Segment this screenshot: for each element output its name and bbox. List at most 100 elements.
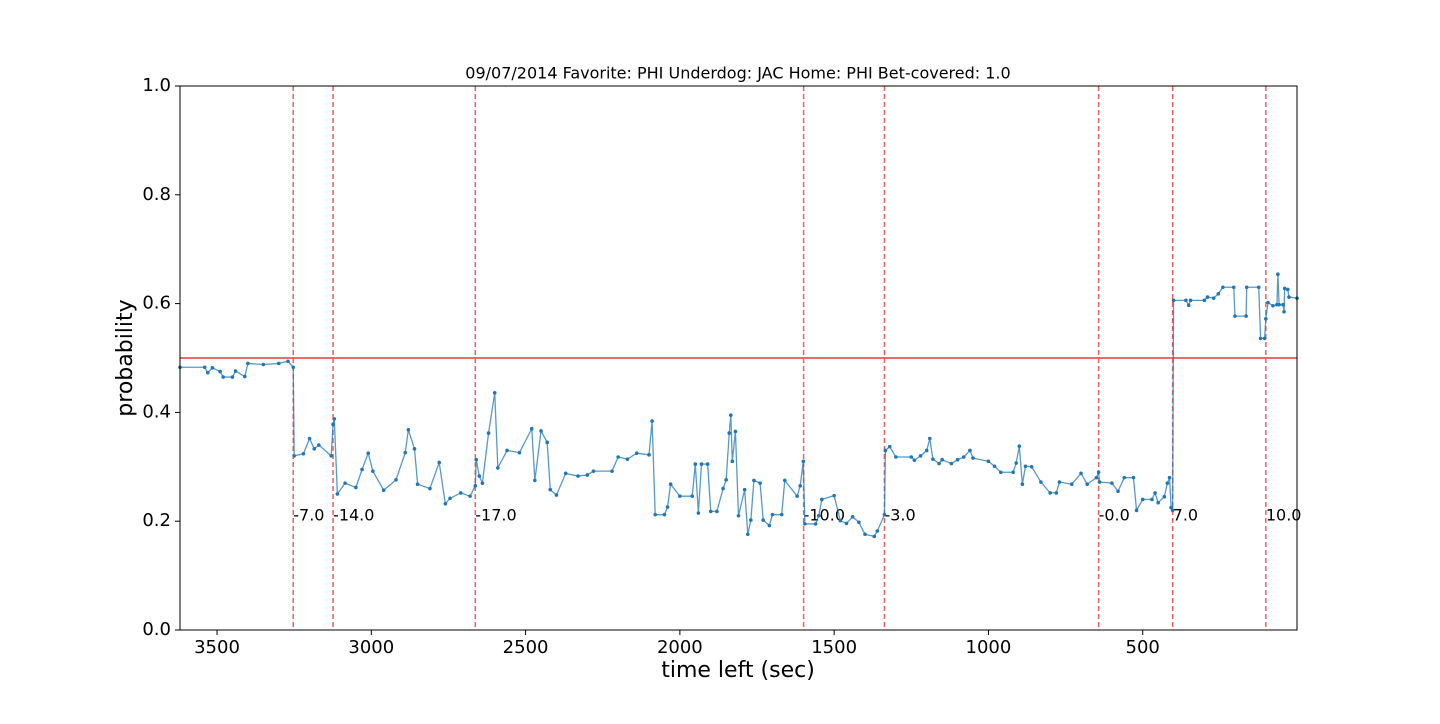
data-point — [202, 365, 207, 370]
data-point — [261, 362, 266, 367]
event-label: -10.0 — [804, 506, 845, 525]
data-point — [1271, 303, 1275, 308]
data-point — [1153, 491, 1157, 495]
chart-title: 09/07/2014 Favorite: PHI Underdog: JAC H… — [465, 64, 1010, 83]
data-point — [343, 481, 347, 485]
data-point — [1282, 286, 1287, 291]
data-point — [699, 462, 704, 466]
event-label: -14.0 — [333, 506, 374, 525]
data-point — [634, 451, 639, 456]
y-tick-label: 0.2 — [142, 510, 171, 531]
data-point — [1167, 475, 1172, 480]
data-point — [1097, 480, 1102, 484]
data-point — [291, 365, 296, 370]
x-tick-label: 1000 — [966, 637, 1012, 658]
data-point — [331, 422, 335, 427]
data-point — [576, 474, 580, 478]
data-point — [767, 523, 772, 528]
data-point — [1085, 482, 1089, 487]
data-point — [665, 505, 670, 509]
data-point — [758, 481, 762, 485]
data-point — [1048, 491, 1052, 495]
data-point — [221, 375, 225, 379]
data-point — [1014, 461, 1019, 465]
data-point — [749, 518, 753, 522]
data-point — [585, 473, 590, 477]
data-point — [715, 509, 719, 514]
data-point — [1169, 505, 1173, 510]
data-point — [727, 431, 732, 435]
event-label: -7.0 — [293, 506, 324, 525]
data-point — [276, 361, 281, 366]
data-point — [1277, 302, 1281, 307]
data-point — [1096, 470, 1101, 475]
data-point — [690, 494, 695, 498]
data-point — [909, 455, 914, 459]
data-point — [230, 375, 235, 379]
data-point — [678, 494, 682, 498]
data-point — [218, 369, 222, 374]
data-point — [505, 448, 509, 453]
data-point — [625, 457, 630, 461]
data-point — [415, 482, 420, 487]
data-point — [1150, 497, 1154, 502]
data-point — [292, 454, 296, 458]
data-point — [1262, 336, 1267, 341]
data-point — [1256, 285, 1261, 290]
data-point — [857, 520, 861, 525]
data-point — [752, 478, 756, 483]
data-point — [1282, 309, 1286, 314]
data-point — [721, 486, 725, 491]
data-point — [1116, 489, 1120, 494]
data-point — [816, 513, 821, 518]
data-point — [795, 494, 799, 498]
data-point — [736, 513, 741, 518]
data-point — [529, 426, 534, 431]
data-point — [1188, 298, 1193, 303]
data-point — [1057, 480, 1062, 484]
data-point — [403, 450, 408, 455]
data-point — [312, 447, 317, 451]
data-point — [1079, 471, 1083, 476]
data-point — [474, 457, 479, 462]
data-point — [1134, 508, 1139, 513]
y-tick-label: 0.4 — [142, 401, 171, 422]
data-point — [317, 443, 321, 447]
data-point — [1054, 491, 1059, 495]
data-point — [1258, 336, 1263, 341]
x-tick-label: 500 — [1126, 637, 1160, 658]
data-point — [1205, 295, 1210, 299]
data-point — [1276, 272, 1280, 277]
data-point — [406, 428, 411, 432]
event-label: 7.0 — [1173, 506, 1198, 525]
data-point — [1165, 481, 1170, 485]
data-point — [1156, 500, 1160, 505]
data-point — [1233, 314, 1237, 318]
data-point — [1171, 298, 1176, 303]
data-point — [742, 487, 747, 492]
data-point — [844, 521, 849, 526]
data-point — [875, 529, 880, 533]
data-point — [1184, 298, 1188, 303]
data-point — [1211, 296, 1216, 300]
data-point — [992, 464, 997, 469]
data-point — [971, 456, 975, 460]
data-point — [394, 478, 398, 482]
data-point — [779, 512, 784, 517]
data-point — [1140, 497, 1145, 502]
data-point — [610, 469, 614, 473]
data-point — [371, 469, 375, 473]
data-point — [705, 462, 710, 466]
data-point — [477, 474, 482, 478]
data-point — [708, 509, 713, 514]
data-point — [803, 522, 807, 526]
event-label: -17.0 — [475, 506, 516, 525]
event-label: -0.0 — [1099, 506, 1130, 525]
y-tick-label: 0.8 — [142, 184, 171, 205]
data-point — [1285, 287, 1290, 292]
data-point — [696, 511, 701, 515]
data-point — [872, 534, 877, 539]
y-tick-label: 0.6 — [142, 293, 171, 314]
data-point — [850, 515, 855, 519]
data-point — [1266, 300, 1270, 305]
